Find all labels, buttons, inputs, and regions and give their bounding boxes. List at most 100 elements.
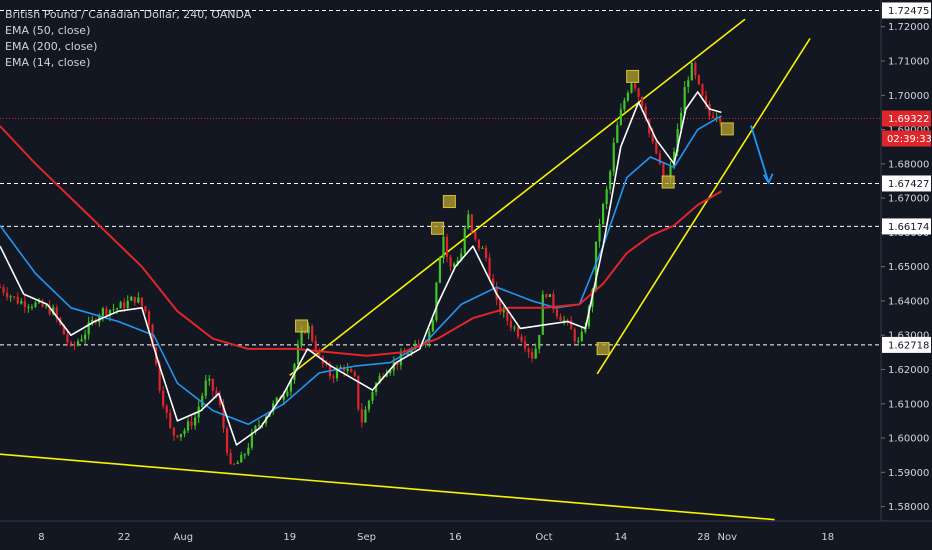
candle-body <box>449 256 452 267</box>
candle-body <box>481 247 484 249</box>
candle-body <box>531 352 534 359</box>
candle-body <box>683 87 686 113</box>
pivot-markers <box>295 69 734 356</box>
candle-body <box>314 340 317 353</box>
candle-body <box>183 430 186 434</box>
candle-body <box>559 316 562 321</box>
candle-body <box>211 378 214 391</box>
candle-body <box>41 300 44 307</box>
y-tick-label: 1.58000 <box>888 502 929 513</box>
candle-body <box>137 297 140 303</box>
candle-body <box>630 83 633 93</box>
candle-body <box>633 83 637 89</box>
candle-body <box>233 463 236 465</box>
candle-body <box>123 302 126 308</box>
level-price-tag: 1.62718 <box>888 340 929 351</box>
legend-ema50[interactable]: EMA (50, close) <box>5 24 91 37</box>
candle-body <box>140 297 144 307</box>
candle-body <box>428 331 431 342</box>
candle-body <box>605 189 608 205</box>
candle-body <box>30 306 34 308</box>
candle-body <box>658 153 661 164</box>
candle-body <box>456 260 459 264</box>
candle-body <box>626 92 630 101</box>
candle-body <box>708 104 711 117</box>
candle-body <box>697 75 700 85</box>
candle-body <box>286 391 289 396</box>
candle-body <box>651 133 654 142</box>
level-price-tag-bg <box>882 2 931 19</box>
candle-body <box>52 307 55 315</box>
candle-body <box>435 282 438 321</box>
candle-body <box>296 345 300 365</box>
candle-body <box>222 404 225 429</box>
x-tick-label: 18 <box>821 532 834 543</box>
forecast-arrow <box>750 125 770 183</box>
x-tick-label: Sep <box>357 532 376 543</box>
countdown-label: 02:39:33 <box>887 134 932 145</box>
trendline <box>0 453 775 521</box>
candle-body <box>499 299 502 313</box>
candle-body <box>289 380 293 392</box>
y-tick-label: 1.61000 <box>888 399 929 410</box>
candle-body <box>655 141 658 154</box>
candle-body <box>225 428 229 453</box>
candle-body <box>552 294 555 310</box>
x-tick-label: 16 <box>449 532 462 543</box>
candle-body <box>9 296 12 298</box>
candle-body <box>20 301 23 304</box>
candle-body <box>236 462 239 464</box>
candle-body <box>247 447 250 455</box>
ema-line <box>0 125 722 357</box>
trendlines <box>0 18 811 521</box>
candle-body <box>488 258 491 279</box>
candle-body <box>257 425 261 427</box>
candle-body <box>612 142 615 172</box>
candle-body <box>389 370 392 374</box>
candle-body <box>66 334 69 343</box>
candle-body <box>48 305 51 315</box>
candle-body <box>307 326 310 334</box>
candle-body <box>240 454 243 463</box>
candle-body <box>580 331 583 341</box>
candle-body <box>616 124 619 143</box>
candle-body <box>523 341 527 349</box>
candle-body <box>687 80 690 88</box>
x-tick-label: 14 <box>614 532 627 543</box>
candle-body <box>158 363 161 391</box>
candle-body <box>538 334 541 349</box>
candle-body <box>520 336 523 342</box>
candle-body <box>2 287 5 293</box>
candle-body <box>680 112 683 130</box>
candle-body <box>460 253 463 261</box>
pivot-marker <box>295 319 309 333</box>
y-tick-label: 1.64000 <box>888 296 929 307</box>
candle-body <box>672 151 676 166</box>
candle-body <box>350 368 353 372</box>
x-tick-label: 22 <box>118 532 131 543</box>
chart-title: British Pound / Canadian Dollar, 240, OA… <box>5 8 252 21</box>
candle-body <box>91 319 94 323</box>
candle-body <box>566 320 569 322</box>
candle-body <box>311 326 314 341</box>
candle-body <box>562 320 566 322</box>
candle-body <box>318 352 321 357</box>
ema-line <box>0 115 722 426</box>
candle-body <box>27 306 30 308</box>
candle-body <box>406 354 410 356</box>
candle-body <box>577 340 580 342</box>
price-axis-bg <box>881 0 932 550</box>
candle-body <box>662 163 665 179</box>
legend-ema14[interactable]: EMA (14, close) <box>5 56 91 69</box>
candle-body <box>13 296 16 298</box>
candle-body <box>516 327 520 337</box>
candle-body <box>243 454 246 456</box>
legend-ema200[interactable]: EMA (200, close) <box>5 40 98 53</box>
candle-body <box>545 294 548 297</box>
candle-body <box>477 239 481 249</box>
candle-body <box>452 263 456 267</box>
candle-body <box>130 296 133 301</box>
candle-body <box>37 300 41 303</box>
